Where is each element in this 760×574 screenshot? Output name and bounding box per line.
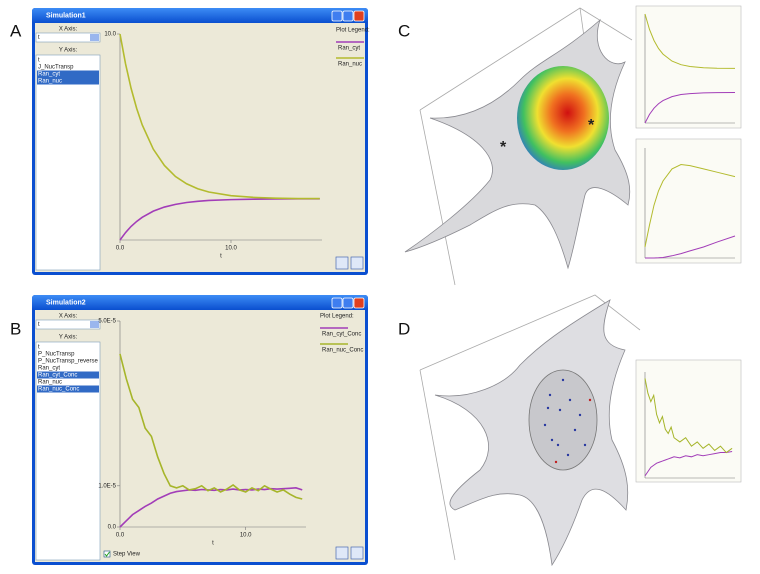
legend-title: Plot Legend:: [336, 28, 370, 34]
figure: A B C D * * Simulation1X Axis:tY Axis:tJ…: [0, 0, 760, 574]
window-title: Simulation2: [46, 299, 86, 306]
y-axis-label: Y Axis:: [59, 335, 78, 341]
list-item[interactable]: Ran_nuc: [38, 79, 62, 85]
y-tick-label: 1.0E-5: [98, 483, 116, 489]
y-axis-label: Y Axis:: [59, 48, 78, 54]
checkbox-label[interactable]: Step View: [113, 552, 141, 558]
window-button[interactable]: [332, 298, 342, 308]
window-button[interactable]: [354, 298, 364, 308]
list-item[interactable]: P_NucTransp: [38, 352, 75, 358]
legend-label: Ran_nuc: [338, 62, 362, 68]
x-axis-label: X Axis:: [59, 27, 78, 33]
toolbar-button[interactable]: [336, 257, 348, 269]
x-tick-label: 10.0: [240, 533, 252, 539]
dropdown-arrow[interactable]: [90, 34, 99, 41]
legend-title: Plot Legend:: [320, 314, 354, 320]
y-tick-label: 10.0: [104, 32, 116, 38]
list-item[interactable]: Ran_cyt_Conc: [38, 373, 77, 379]
toolbar-button[interactable]: [351, 257, 363, 269]
list-item[interactable]: P_NucTransp_reverse: [38, 359, 98, 365]
toolbar-button[interactable]: [351, 547, 363, 559]
panel-label: B: [10, 319, 21, 338]
list-item[interactable]: J_NucTransp: [38, 65, 74, 71]
chart-frame: [636, 6, 741, 128]
legend-label: Ran_cyt_Conc: [322, 332, 361, 338]
panel-label: A: [10, 21, 22, 40]
list-box: [36, 55, 100, 270]
chart-frame: [636, 139, 741, 263]
annotation: *: [500, 139, 507, 156]
chart-frame: [636, 360, 741, 482]
annotation: *: [588, 117, 595, 134]
list-item[interactable]: Ran_cyt: [38, 366, 60, 372]
window-button[interactable]: [332, 11, 342, 21]
x-tick-label: 0.0: [116, 246, 125, 252]
legend-label: Ran_nuc_Conc: [322, 348, 363, 354]
window-button[interactable]: [354, 11, 364, 21]
window-button[interactable]: [343, 298, 353, 308]
legend-label: Ran_cyt: [338, 46, 360, 52]
list-item[interactable]: Ran_nuc: [38, 380, 62, 386]
list-item[interactable]: Ran_nuc_Conc: [38, 387, 79, 393]
y-tick-label: 5.0E-5: [98, 319, 116, 325]
x-tick-label: 0.0: [116, 533, 125, 539]
render-d: [420, 295, 640, 565]
window-title: Simulation1: [46, 12, 86, 19]
render-c: [405, 8, 632, 285]
toolbar-button[interactable]: [336, 547, 348, 559]
list-item[interactable]: Ran_cyt: [38, 72, 60, 78]
panel-label: C: [398, 21, 410, 40]
x-axis-label: X Axis:: [59, 314, 78, 320]
x-tick-label: 10.0: [225, 246, 237, 252]
window-button[interactable]: [343, 11, 353, 21]
panel-label: D: [398, 319, 410, 338]
y-tick-label: 0.0: [108, 525, 117, 531]
